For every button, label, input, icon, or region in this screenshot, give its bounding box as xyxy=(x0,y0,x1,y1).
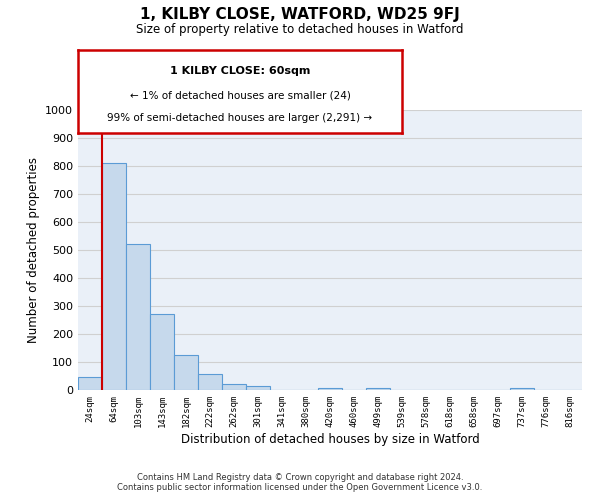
Text: 1 KILBY CLOSE: 60sqm: 1 KILBY CLOSE: 60sqm xyxy=(170,66,310,76)
Bar xyxy=(246,386,270,390)
Y-axis label: Number of detached properties: Number of detached properties xyxy=(26,157,40,343)
Text: ← 1% of detached houses are smaller (24): ← 1% of detached houses are smaller (24) xyxy=(130,90,350,101)
Bar xyxy=(174,355,198,390)
Bar xyxy=(78,378,102,390)
Bar xyxy=(102,163,126,390)
Text: Size of property relative to detached houses in Watford: Size of property relative to detached ho… xyxy=(136,22,464,36)
Bar xyxy=(510,388,534,390)
Bar xyxy=(126,244,150,390)
Bar xyxy=(366,388,390,390)
Text: 99% of semi-detached houses are larger (2,291) →: 99% of semi-detached houses are larger (… xyxy=(107,112,373,122)
Bar xyxy=(318,388,342,390)
X-axis label: Distribution of detached houses by size in Watford: Distribution of detached houses by size … xyxy=(181,432,479,446)
Text: Contains HM Land Registry data © Crown copyright and database right 2024.
Contai: Contains HM Land Registry data © Crown c… xyxy=(118,473,482,492)
Bar xyxy=(198,374,222,390)
Bar xyxy=(222,384,246,390)
Bar xyxy=(150,314,174,390)
Text: 1, KILBY CLOSE, WATFORD, WD25 9FJ: 1, KILBY CLOSE, WATFORD, WD25 9FJ xyxy=(140,8,460,22)
